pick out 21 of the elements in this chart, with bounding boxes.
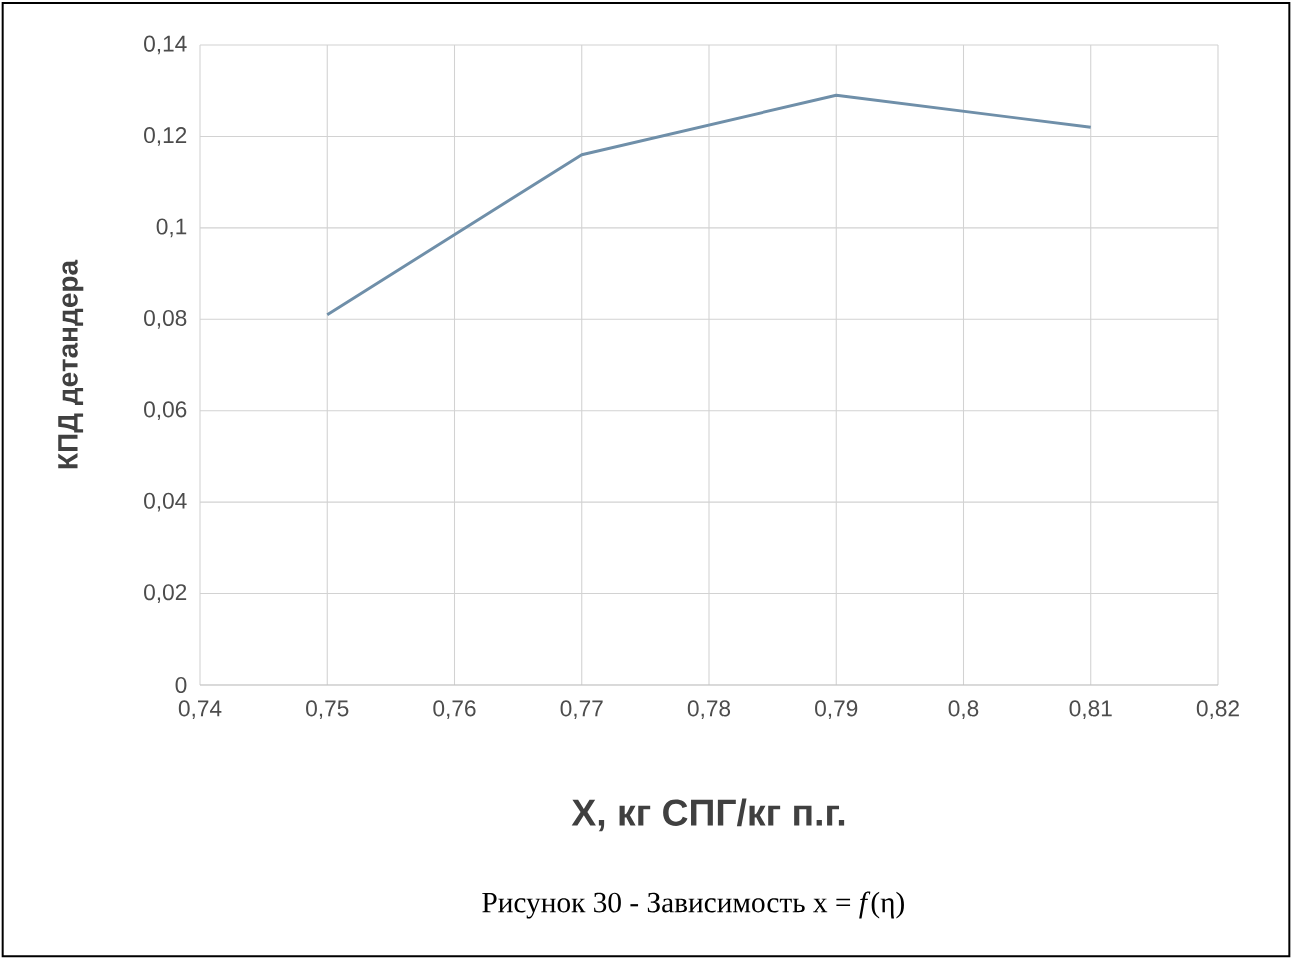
y-tick-label: 0,1 bbox=[156, 218, 187, 238]
x-tick-label: 0,79 bbox=[815, 700, 858, 720]
y-tick-label: 0 bbox=[175, 676, 187, 694]
y-axis-title: КПД детандера bbox=[58, 259, 84, 469]
y-tick-label: 0,12 bbox=[144, 127, 187, 146]
y-tick-label: 0,08 bbox=[144, 309, 187, 329]
line-series bbox=[325, 93, 1093, 317]
x-tick-label: 0,76 bbox=[433, 700, 476, 720]
x-tick-label: 0,75 bbox=[306, 700, 349, 720]
x-axis-title: X, кг СПГ/кг п.г. bbox=[571, 798, 845, 832]
x-tick-label: 0,78 bbox=[687, 700, 731, 720]
x-tick-label: 0,81 bbox=[1069, 700, 1112, 720]
y-tick-label: 0,04 bbox=[144, 492, 187, 512]
x-tick-label: 0,8 bbox=[948, 700, 979, 720]
x-tick-label: 0,77 bbox=[560, 700, 603, 720]
y-tick-label: 0,14 bbox=[144, 35, 187, 55]
x-tick-label: 0,74 bbox=[178, 700, 222, 720]
text: Рисунок 30 - Зависимость x = f(η) bbox=[482, 891, 904, 919]
x-tick-label: 0,82 bbox=[1196, 700, 1239, 720]
y-tick-label: 0,02 bbox=[144, 584, 187, 603]
y-tick-label: 0,06 bbox=[144, 401, 187, 421]
